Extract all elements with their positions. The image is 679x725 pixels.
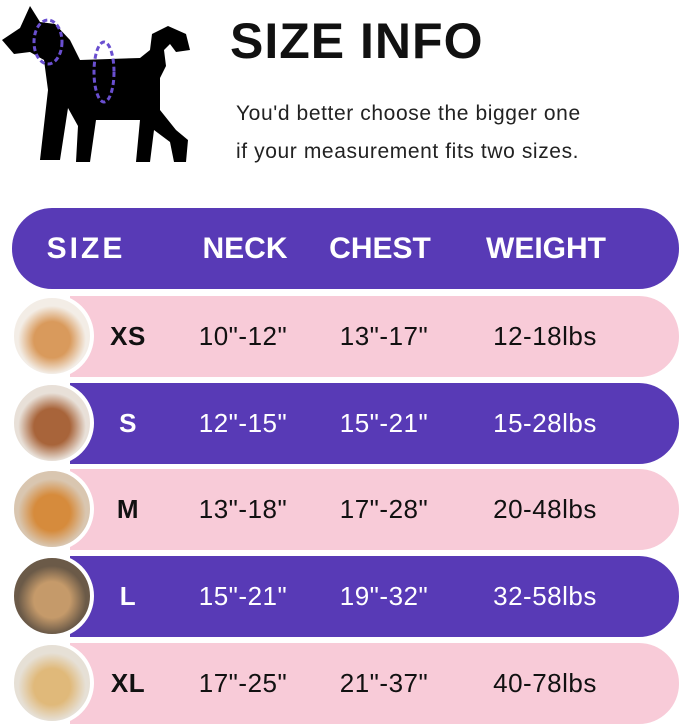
cell-chest: 21"-37": [339, 668, 429, 698]
header-chest: CHEST: [329, 231, 431, 265]
size-note-line-2: if your measurement fits two sizes.: [236, 140, 580, 163]
dog-measurement-icon: [2, 6, 190, 162]
table-row: XS 10"-12" 13"-17" 12-18lbs: [70, 296, 679, 377]
cell-neck: 17"-25": [198, 668, 288, 698]
cell-weight: 15-28lbs: [493, 408, 597, 438]
cell-size: XL: [110, 668, 146, 698]
pomeranian-photo: [10, 294, 94, 378]
cell-neck: 10"-12": [198, 321, 288, 351]
cell-size: S: [119, 408, 137, 438]
cell-weight: 12-18lbs: [493, 321, 597, 351]
cell-size: M: [116, 494, 140, 524]
table-row: M 13"-18" 17"-28" 20-48lbs: [70, 469, 679, 550]
french-bulldog-photo: [10, 554, 94, 638]
header-neck: NECK: [202, 231, 288, 265]
cell-size: L: [119, 581, 137, 611]
cell-chest: 13"-17": [339, 321, 429, 351]
cell-weight: 40-78lbs: [493, 668, 597, 698]
poodle-photo: [10, 381, 94, 465]
cell-neck: 12"-15": [198, 408, 288, 438]
table-header: SIZE NECK CHEST WEIGHT: [12, 208, 679, 289]
table-row: S 12"-15" 15"-21" 15-28lbs: [70, 383, 679, 464]
cell-neck: 13"-18": [198, 494, 288, 524]
cell-chest: 19"-32": [339, 581, 429, 611]
shiba-photo: [10, 467, 94, 551]
golden-retriever-photo: [10, 641, 94, 725]
cell-weight: 32-58lbs: [493, 581, 597, 611]
cell-chest: 15"-21": [339, 408, 429, 438]
page-title: SIZE INFO: [230, 13, 484, 69]
header-weight: WEIGHT: [486, 231, 606, 265]
header-size: SIZE: [46, 231, 126, 265]
size-note-line-1: You'd better choose the bigger one: [236, 102, 581, 125]
cell-weight: 20-48lbs: [493, 494, 597, 524]
cell-neck: 15"-21": [198, 581, 288, 611]
table-row: XL 17"-25" 21"-37" 40-78lbs: [70, 643, 679, 724]
table-row: L 15"-21" 19"-32" 32-58lbs: [70, 556, 679, 637]
cell-chest: 17"-28": [339, 494, 429, 524]
cell-size: XS: [110, 321, 146, 351]
